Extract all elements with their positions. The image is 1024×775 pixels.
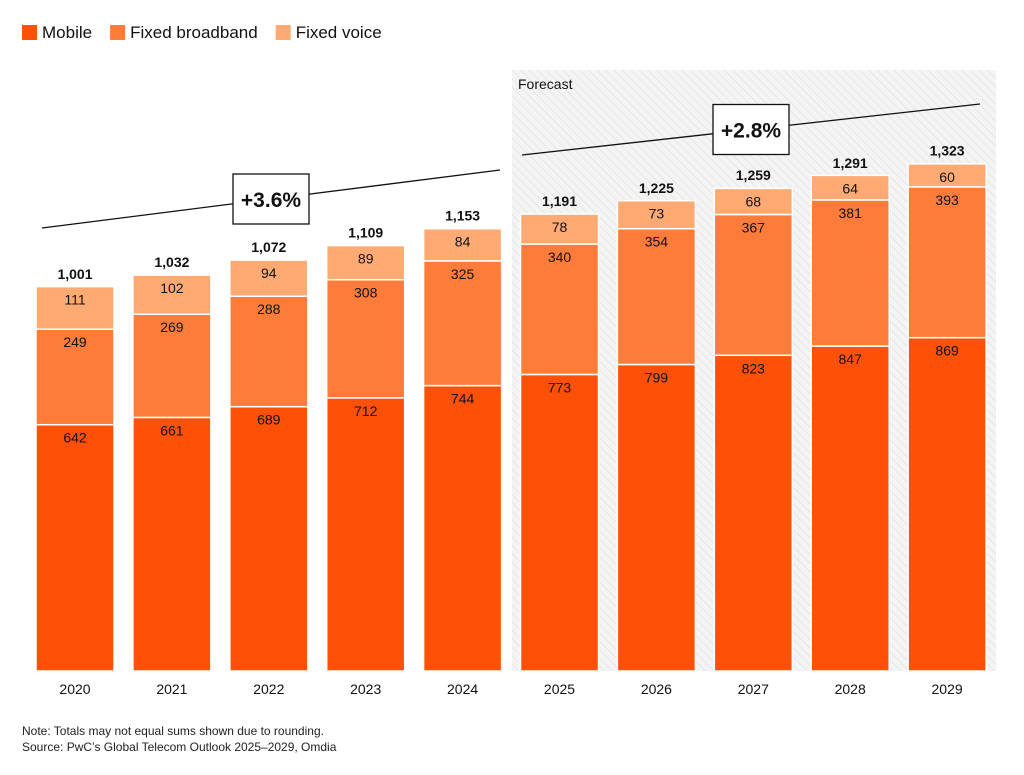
bar-mobile-2025 [519, 373, 600, 672]
cagr-box-1 [712, 103, 790, 156]
segment-label: 94 [261, 265, 277, 281]
x-tick-2023: 2023 [350, 681, 381, 697]
segment-label: 111 [64, 292, 85, 308]
total-label-2025: 1,191 [542, 193, 577, 209]
x-tick-2025: 2025 [544, 681, 575, 697]
segment-label: 642 [63, 430, 87, 446]
segment-label: 68 [746, 193, 762, 209]
bar-mobile-2029 [907, 336, 987, 672]
segment-label: 269 [160, 319, 184, 335]
total-label-2027: 1,259 [736, 167, 771, 183]
legend-label-2: Fixed voice [296, 23, 382, 42]
segment-label: 799 [645, 369, 669, 385]
total-label-2020: 1,001 [57, 266, 92, 282]
cagr-label-0: +3.6% [241, 189, 301, 212]
segment-label: 249 [63, 334, 87, 350]
x-tick-2026: 2026 [641, 681, 672, 697]
segment-label: 73 [649, 206, 665, 222]
bar-mobile-2024 [422, 384, 503, 672]
legend: Mobile Fixed broadband Fixed voice [22, 23, 382, 42]
segment-label: 744 [451, 391, 475, 407]
bar-fixed-broadband-2024 [422, 260, 503, 387]
segment-label: 712 [354, 403, 378, 419]
segment-label: 84 [455, 234, 471, 250]
bar-fixed-broadband-2022 [229, 295, 309, 408]
segment-label: 340 [548, 249, 572, 265]
bar-fixed-voice-2022 [229, 259, 309, 297]
legend-swatch-1 [110, 25, 126, 40]
segment-label: 89 [358, 251, 374, 267]
segment-label: 102 [160, 280, 184, 296]
x-tick-2024: 2024 [447, 681, 478, 697]
segment-label: 64 [842, 180, 858, 196]
segment-label: 773 [548, 379, 572, 395]
x-tick-2021: 2021 [156, 681, 187, 697]
segment-label: 354 [645, 234, 669, 250]
total-label-2026: 1,225 [639, 180, 674, 196]
x-tick-2028: 2028 [835, 681, 866, 697]
bar-fixed-broadband-2021 [132, 313, 212, 419]
segment-label: 393 [935, 192, 959, 208]
total-label-2029: 1,323 [930, 142, 965, 158]
bar-mobile-2027 [713, 354, 794, 672]
bar-mobile-2020 [35, 423, 115, 672]
segment-label: 661 [160, 422, 184, 438]
source-text: Source: PwC’s Global Telecom Outlook 202… [22, 740, 337, 754]
bar-mobile-2022 [229, 405, 309, 672]
segment-label: 60 [939, 169, 955, 185]
note-text: Note: Totals may not equal sums shown du… [22, 724, 324, 738]
legend-label-0: Mobile [42, 23, 92, 42]
x-tick-2022: 2022 [253, 681, 284, 697]
segment-label: 288 [257, 301, 281, 317]
legend-label-1: Fixed broadband [130, 23, 258, 42]
bar-mobile-2026 [616, 363, 697, 672]
bar-mobile-2023 [325, 397, 406, 672]
bar-fixed-voice-2021 [132, 274, 212, 315]
bar-mobile-2028 [810, 345, 890, 672]
bar-fixed-voice-2029 [907, 163, 987, 188]
bar-fixed-broadband-2023 [325, 278, 406, 399]
legend-swatch-0 [22, 25, 37, 40]
bar-fixed-broadband-2026 [616, 227, 697, 366]
x-tick-2029: 2029 [932, 681, 963, 697]
bar-fixed-voice-2023 [325, 244, 406, 281]
segment-label: 869 [935, 343, 959, 359]
bar-fixed-broadband-2027 [713, 213, 794, 357]
segment-label: 308 [354, 285, 378, 301]
bar-mobile-2021 [132, 416, 212, 672]
segment-label: 78 [552, 219, 568, 235]
cagr-label-1: +2.8% [721, 120, 781, 143]
bar-fixed-broadband-2028 [810, 199, 890, 347]
total-label-2022: 1,072 [251, 239, 286, 255]
legend-swatch-2 [275, 25, 291, 40]
bar-fixed-broadband-2020 [35, 328, 115, 426]
total-label-2028: 1,291 [833, 155, 868, 171]
total-label-2024: 1,153 [445, 208, 480, 224]
total-label-2021: 1,032 [154, 254, 189, 270]
forecast-label: Forecast [518, 76, 573, 92]
bar-fixed-voice-2025 [519, 213, 600, 245]
cagr-box-0 [232, 173, 310, 225]
bar-fixed-voice-2028 [810, 174, 890, 201]
segment-label: 381 [839, 205, 863, 221]
bar-fixed-voice-2024 [422, 227, 503, 262]
bar-fixed-broadband-2029 [907, 186, 987, 339]
segment-label: 823 [742, 360, 766, 376]
total-label-2023: 1,109 [348, 225, 383, 241]
bar-fixed-voice-2027 [713, 187, 794, 216]
bar-fixed-voice-2026 [616, 199, 697, 230]
segment-label: 689 [257, 412, 281, 428]
bar-fixed-voice-2020 [35, 285, 115, 330]
segment-label: 325 [451, 266, 475, 282]
x-tick-2020: 2020 [59, 681, 90, 697]
bar-fixed-broadband-2025 [519, 243, 600, 376]
segment-label: 847 [839, 351, 863, 367]
x-tick-2027: 2027 [738, 681, 769, 697]
segment-label: 367 [742, 219, 766, 235]
